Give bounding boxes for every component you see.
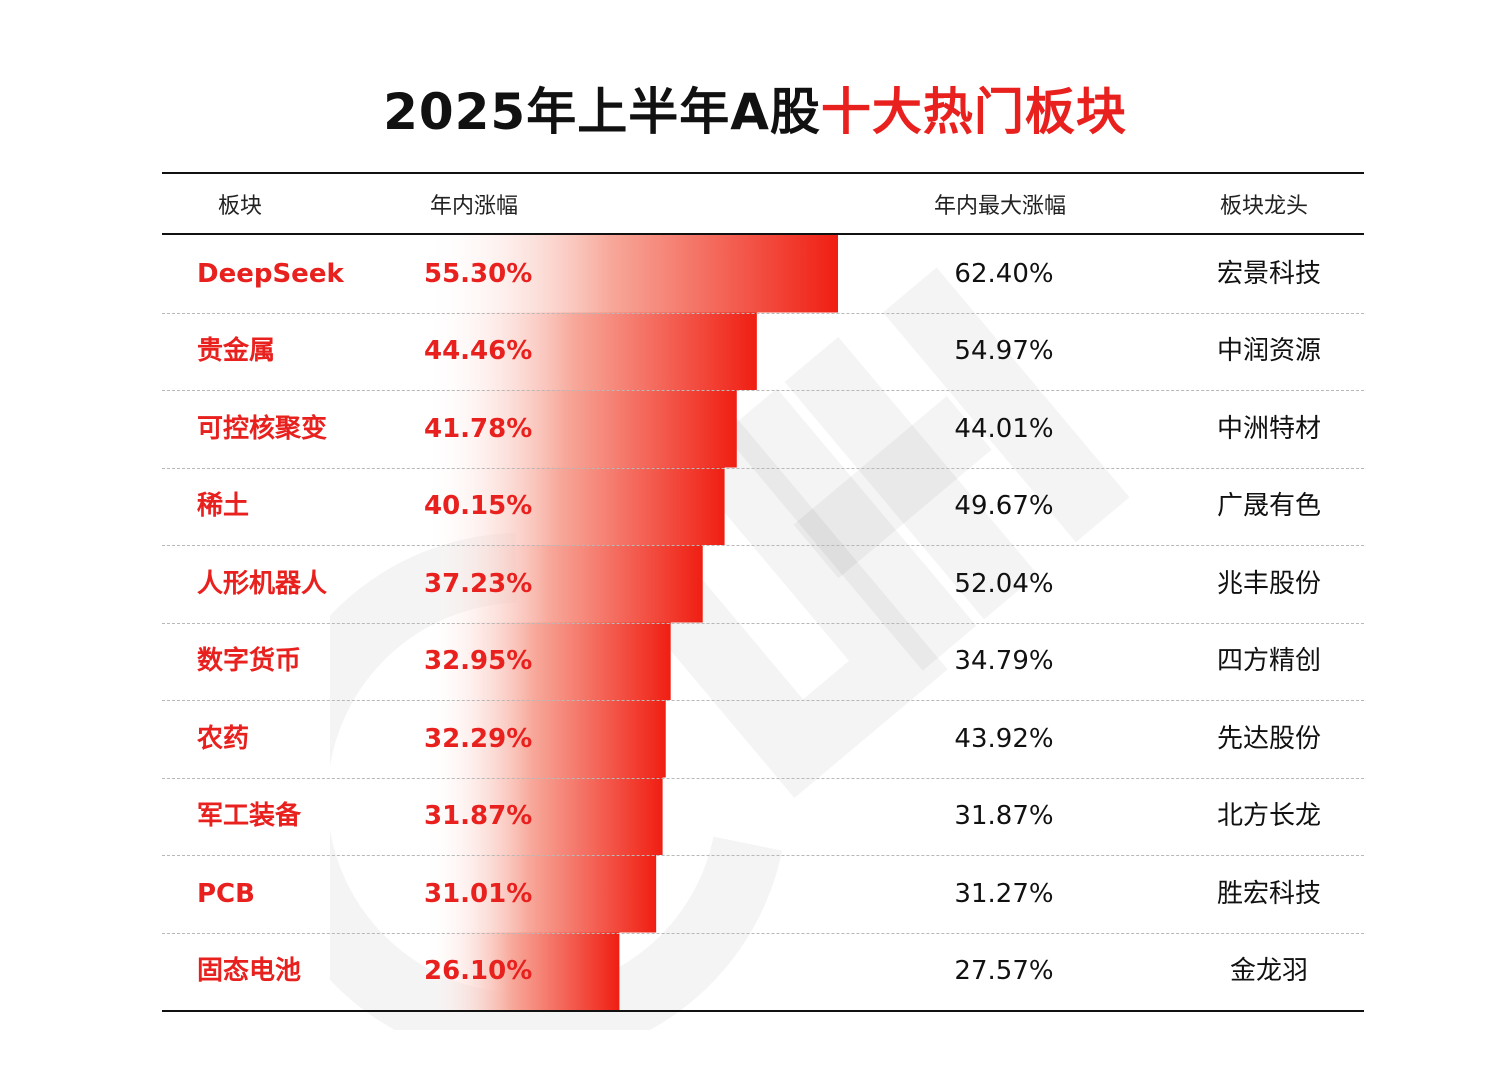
max-gain-label: 62.40% — [954, 258, 1054, 289]
ytd-gain-label: 32.29% — [424, 723, 533, 754]
sector-label: PCB — [197, 878, 255, 909]
bar-1 — [424, 312, 757, 390]
sector-label: 可控核聚变 — [197, 413, 328, 444]
header-ytd-gain: 年内涨幅 — [430, 194, 519, 219]
bar-8 — [424, 855, 657, 933]
table-bottom-rule — [162, 1010, 1364, 1012]
title-highlight: 十大热门板块 — [820, 83, 1127, 141]
sector-label: 固态电池 — [197, 956, 302, 987]
leader-label: 中洲特材 — [1216, 413, 1321, 444]
max-gain-label: 31.87% — [954, 801, 1054, 832]
bar-4 — [424, 545, 703, 623]
row-divider — [162, 390, 1364, 391]
leader-label: 先达股份 — [1216, 723, 1321, 754]
max-gain-label: 34.79% — [954, 646, 1054, 677]
bar-6 — [424, 700, 666, 778]
ytd-gain-label: 31.87% — [424, 801, 533, 832]
ytd-gain-label: 37.23% — [424, 568, 533, 599]
bar-5 — [424, 622, 671, 700]
max-gain-label: 43.92% — [954, 723, 1054, 754]
bar-0 — [424, 235, 838, 313]
bar-9 — [424, 932, 620, 1010]
sector-table: 板块 年内涨幅 年内最大涨幅 板块龙头 DeepSeek 55.30% 62.40%… — [162, 172, 1364, 1012]
ytd-gain-label: 55.30% — [424, 258, 533, 289]
header-max-gain: 年内最大涨幅 — [934, 194, 1067, 219]
ytd-gain-label: 31.01% — [424, 878, 533, 909]
leader-label: 四方精创 — [1216, 646, 1321, 677]
table-top-rule — [162, 172, 1364, 174]
row-divider — [162, 622, 1364, 624]
header-leader: 板块龙头 — [1220, 194, 1309, 219]
table-header-rule — [162, 233, 1364, 235]
leader-label: 金龙羽 — [1229, 956, 1308, 987]
leader-label: 广晟有色 — [1216, 491, 1321, 522]
header-sector: 板块 — [218, 194, 263, 219]
leader-label: 兆丰股份 — [1216, 568, 1321, 599]
row-divider — [162, 467, 1364, 469]
max-gain-label: 52.04% — [954, 568, 1054, 599]
ytd-gain-label: 44.46% — [424, 336, 533, 367]
max-gain-label: 27.57% — [954, 956, 1054, 987]
bar-chart-svg — [424, 235, 838, 1010]
bar-area: DeepSeek 55.30% 62.40% 宏景科技贵金属 44.46% 54.97% 中… — [162, 235, 1364, 1010]
bar-3 — [424, 467, 725, 545]
leader-label: 中润资源 — [1216, 336, 1321, 367]
max-gain-label: 31.27% — [954, 878, 1054, 909]
bar-7 — [424, 777, 663, 855]
row-divider — [162, 312, 1364, 314]
row-divider — [162, 932, 1364, 934]
ytd-gain-label: 26.10% — [424, 956, 533, 987]
sector-label: 军工装备 — [197, 801, 302, 832]
sector-label: 数字货币 — [197, 646, 302, 677]
leader-label: 北方长龙 — [1216, 801, 1321, 832]
sector-label: DeepSeek — [197, 258, 344, 289]
ytd-gain-label: 41.78% — [424, 413, 533, 444]
max-gain-label: 49.67% — [954, 491, 1054, 522]
ytd-gain-label: 40.15% — [424, 491, 533, 522]
row-divider — [162, 855, 1364, 856]
row-divider — [162, 700, 1364, 701]
max-gain-label: 54.97% — [954, 336, 1054, 367]
row-divider — [162, 545, 1364, 546]
leader-label: 宏景科技 — [1216, 258, 1321, 289]
title-prefix: 2025年上半年A股 — [383, 83, 821, 141]
leader-label: 胜宏科技 — [1216, 878, 1321, 909]
sector-label: 农药 — [197, 723, 250, 754]
sector-label: 稀土 — [197, 491, 250, 522]
row-divider — [162, 777, 1364, 779]
bar-2 — [424, 390, 737, 468]
sector-label: 人形机器人 — [197, 568, 328, 599]
chart-title: 2025年上半年A股十大热门板块 — [0, 72, 1510, 144]
sector-label: 贵金属 — [197, 336, 276, 367]
max-gain-label: 44.01% — [954, 413, 1054, 444]
ytd-gain-label: 32.95% — [424, 646, 533, 677]
